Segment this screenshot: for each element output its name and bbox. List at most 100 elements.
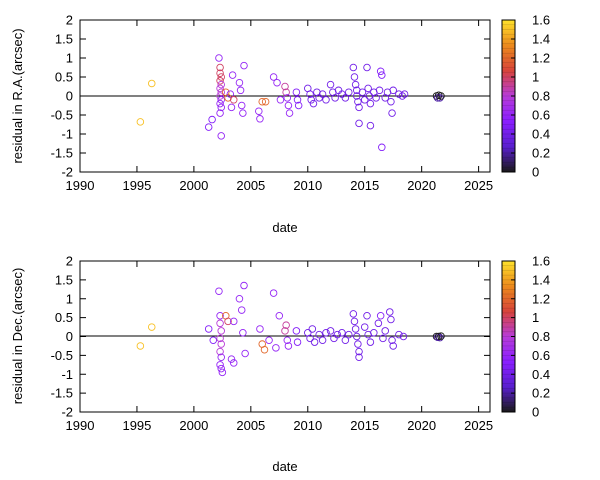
dec-y-tick-label: 1.5: [55, 272, 73, 287]
ra-data-point: [236, 86, 245, 95]
ra-y-tick-label: 2: [66, 13, 73, 28]
ra-x-tick-label: 2000: [179, 178, 208, 193]
ra-data-point: [366, 99, 375, 108]
dec-data-point: [381, 327, 389, 335]
dec-data-point: [389, 342, 397, 350]
dec-data-point: [217, 327, 225, 335]
ra-data-point: [282, 88, 290, 96]
ra-data-point: [216, 77, 224, 85]
dec-data-point: [265, 336, 273, 345]
ra-data-point: [217, 73, 225, 81]
dec-data-point: [338, 328, 346, 337]
ra-data-point: [372, 94, 380, 102]
ra-colorbar-tick-label: 1.6: [532, 13, 550, 28]
ra-colorbar-tick-label: 1.2: [532, 51, 550, 66]
ra-data-point: [318, 90, 327, 98]
ra-data-point: [350, 73, 359, 81]
dec-data-point: [355, 353, 363, 362]
ra-data-point: [378, 71, 386, 79]
ra-data-point: [226, 90, 235, 98]
ra-x-tick-label: 1990: [66, 178, 95, 193]
dec-y-axis-title: residual in Dec.(arcsec): [10, 268, 25, 405]
ra-data-point: [240, 61, 248, 70]
dec-data-point: [388, 336, 396, 345]
dec-data-point: [256, 325, 264, 333]
dec-x-tick-label: 2020: [407, 418, 436, 433]
dec-y-tick-label: 0: [66, 329, 73, 344]
ra-data-point: [216, 84, 224, 93]
ra-data-point: [217, 103, 225, 112]
ra-axis-ticks: -2 -1.5 -1 -0.5 0 0.5 1 1.5 2 1990 1995 2000 2005 201…: [51, 13, 493, 194]
ra-data-point: [307, 96, 315, 104]
dec-data-point: [237, 306, 246, 314]
ra-x-tick-label: 2020: [407, 178, 436, 193]
dec-data-point: [293, 338, 302, 346]
ra-y-tick-label: -2: [61, 165, 73, 180]
dec-x-tick-label: 2000: [179, 418, 208, 433]
ra-data-point: [216, 69, 224, 77]
ra-data-point: [322, 96, 330, 104]
dec-y-tick-label: 1: [66, 291, 73, 306]
ra-colorbar-tick-label: 0.2: [532, 146, 550, 161]
dec-data-point: [353, 332, 361, 341]
dec-colorbar-tick-label: 0.8: [532, 329, 550, 344]
dec-colorbar-tick-label: 1: [532, 310, 539, 325]
ra-colorbar-tick-label: 0.4: [532, 127, 550, 142]
ra-data-point: [349, 63, 358, 72]
ra-data-point: [227, 103, 236, 112]
ra-data-point: [216, 109, 224, 117]
dec-data-point: [217, 364, 225, 373]
dec-data-point: [215, 287, 223, 295]
ra-x-axis-title: date: [272, 220, 297, 235]
ra-data-point: [341, 94, 350, 102]
dec-data-point: [216, 361, 224, 369]
ra-data-point: [136, 118, 145, 126]
dec-data-point: [216, 311, 224, 320]
dec-x-tick-label: 2010: [293, 418, 322, 433]
ra-data-point: [375, 86, 384, 95]
dec-data-point: [218, 368, 227, 377]
dec-colorbar-tick-label: 0: [532, 405, 539, 420]
ra-data-point: [216, 63, 224, 72]
dec-data-point: [310, 338, 319, 346]
ra-data-point: [294, 101, 303, 110]
ra-x-tick-label: 2015: [350, 178, 379, 193]
dec-data-point: [366, 338, 375, 346]
ra-data-points: [136, 54, 445, 152]
ra-x-tick-label: 1995: [122, 178, 151, 193]
ra-data-point: [217, 80, 225, 89]
dec-data-point: [282, 321, 290, 329]
ra-data-point: [345, 88, 353, 96]
dec-data-point: [284, 342, 293, 350]
ra-panel: -2 -1.5 -1 -0.5 0 0.5 1 1.5 2 1990 1995 2000 2005 201…: [10, 13, 550, 236]
dec-colorbar-tick-label: 0.6: [532, 348, 550, 363]
ra-colorbar-tick-label: 1.4: [532, 32, 550, 47]
ra-y-tick-label: -1.5: [51, 146, 73, 161]
dec-data-point: [360, 323, 369, 331]
dec-data-point: [235, 295, 244, 303]
dec-data-point: [241, 349, 249, 358]
ra-x-tick-label: 2010: [293, 178, 322, 193]
ra-y-axis-title: residual in R.A.(arcsec): [10, 28, 25, 163]
ra-data-point: [204, 123, 213, 131]
dec-data-point: [209, 336, 217, 345]
ra-data-point: [276, 96, 285, 104]
dec-data-point: [333, 330, 342, 339]
dec-colorbar-tick-label: 1.4: [532, 272, 550, 287]
dec-data-point: [216, 334, 224, 343]
ra-data-point: [436, 94, 444, 102]
dec-data-point: [216, 347, 224, 356]
ra-data-point: [258, 97, 266, 106]
ra-data-point: [255, 107, 263, 115]
dec-data-point: [308, 325, 317, 333]
dec-x-tick-label: 1990: [66, 418, 95, 433]
ra-y-tick-label: -1: [61, 127, 73, 142]
dec-x-tick-label: 1995: [122, 418, 151, 433]
ra-x-tick-label: 2025: [464, 178, 493, 193]
dec-panel: -2 -1.5 -1 -0.5 0 0.5 1 1.5 2 1990 1995 2000 2005 201…: [10, 254, 550, 475]
ra-data-point: [216, 99, 224, 108]
dec-data-point: [272, 344, 280, 352]
dec-data-point: [374, 319, 383, 328]
ra-data-point: [281, 82, 289, 91]
